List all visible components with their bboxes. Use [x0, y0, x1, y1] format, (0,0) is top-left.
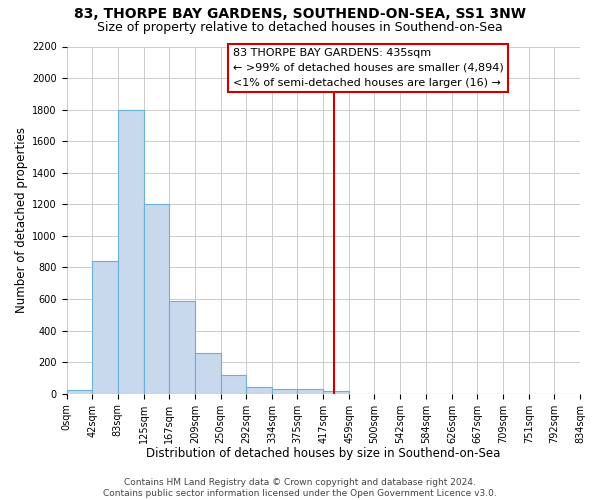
Bar: [298, 389, 323, 394]
Bar: [323, 390, 349, 394]
Bar: [118, 110, 143, 394]
Bar: [247, 387, 272, 394]
Bar: [221, 375, 247, 394]
Text: Contains HM Land Registry data © Crown copyright and database right 2024.
Contai: Contains HM Land Registry data © Crown c…: [103, 478, 497, 498]
Text: 83, THORPE BAY GARDENS, SOUTHEND-ON-SEA, SS1 3NW: 83, THORPE BAY GARDENS, SOUTHEND-ON-SEA,…: [74, 8, 526, 22]
Bar: [67, 390, 92, 394]
Bar: [272, 389, 298, 394]
Bar: [143, 204, 169, 394]
Text: Size of property relative to detached houses in Southend-on-Sea: Size of property relative to detached ho…: [97, 21, 503, 34]
X-axis label: Distribution of detached houses by size in Southend-on-Sea: Distribution of detached houses by size …: [146, 447, 500, 460]
Y-axis label: Number of detached properties: Number of detached properties: [15, 127, 28, 313]
Bar: [92, 261, 118, 394]
Text: 83 THORPE BAY GARDENS: 435sqm
← >99% of detached houses are smaller (4,894)
<1% : 83 THORPE BAY GARDENS: 435sqm ← >99% of …: [233, 48, 503, 88]
Bar: [195, 354, 221, 394]
Bar: [169, 300, 195, 394]
